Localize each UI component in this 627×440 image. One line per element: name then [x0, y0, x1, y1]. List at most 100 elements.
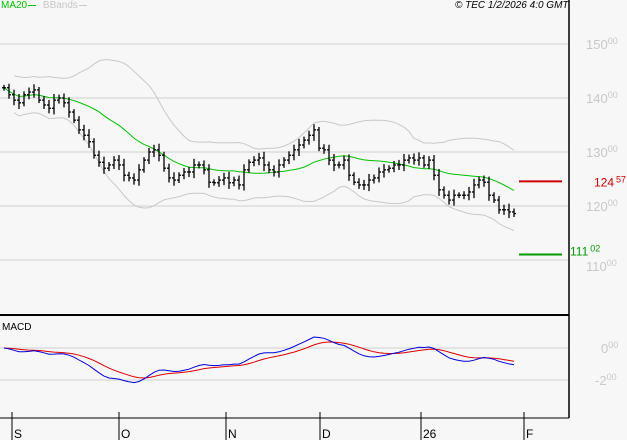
ohlc-bar: [502, 204, 506, 215]
ohlc-bar: [52, 94, 56, 115]
ohlc-bar: [67, 97, 71, 118]
ohlc-bar: [2, 84, 6, 91]
x-tick-label: N: [228, 427, 237, 440]
ohlc-bar: [417, 152, 421, 166]
ohlc-bar: [387, 165, 391, 173]
ohlc-bar: [492, 192, 496, 203]
ohlc-bar: [197, 161, 201, 169]
ohlc-bar: [407, 154, 411, 164]
ohlc-bar: [27, 87, 31, 100]
ohlc-bar: [327, 144, 331, 166]
ohlc-bar: [397, 159, 401, 171]
ohlc-bar: [317, 126, 321, 152]
ohlc-bar: [22, 91, 26, 107]
ohlc-bar: [147, 148, 151, 165]
ohlc-bar: [307, 130, 311, 145]
ohlc-bar: [322, 144, 326, 154]
ohlc-bar: [412, 153, 416, 165]
ohlc-bar: [112, 156, 116, 169]
macd-line: [3, 336, 515, 384]
ohlc-bar: [402, 153, 406, 172]
ohlc-bar: [252, 156, 256, 167]
ohlc-bar: [382, 164, 386, 178]
x-tick-label: F: [526, 427, 533, 440]
macd-label: MACD: [2, 322, 32, 333]
ohlc-bar: [72, 109, 76, 124]
ohlc-bar: [447, 190, 451, 205]
ohlc-bar: [57, 94, 61, 104]
y-tick-label: 14000: [586, 90, 618, 106]
ohlc-bar: [432, 155, 436, 181]
x-tick-label: O: [121, 427, 130, 440]
ohlc-bar: [467, 186, 471, 201]
ohlc-bar: [107, 162, 111, 172]
y-tick-label: 11000: [586, 258, 617, 274]
ohlc-bar: [337, 161, 341, 169]
ohlc-bar: [202, 160, 206, 175]
legend-ma20-swatch: [28, 4, 37, 6]
ohlc-bar: [97, 150, 101, 167]
level-label: 124 57: [594, 174, 626, 189]
ohlc-bar: [152, 144, 156, 158]
ohlc-bar: [167, 163, 171, 183]
ohlc-bar: [392, 160, 396, 173]
y-tick-label: 13000: [586, 144, 618, 160]
ohlc-bar: [457, 192, 461, 199]
ohlc-bar: [462, 191, 466, 200]
ohlc-bar: [487, 176, 491, 201]
ohlc-bar: [177, 172, 181, 183]
ohlc-bar: [427, 156, 431, 169]
ohlc-bar: [207, 164, 211, 188]
ohlc-bar: [127, 171, 131, 182]
y-tick-label: 15000: [586, 36, 618, 52]
ohlc-bar: [292, 144, 296, 161]
ohlc-bar: [507, 203, 511, 219]
ohlc-bar: [437, 169, 441, 196]
ohlc-bar: [117, 155, 121, 171]
ohlc-bar: [262, 151, 266, 172]
ohlc-bar: [422, 155, 426, 168]
x-tick-label: 26: [423, 427, 437, 440]
ohlc-bar: [497, 196, 501, 214]
ohlc-bar: [282, 157, 286, 168]
legend: MA20 BBands: [1, 0, 87, 11]
ohlc-bar: [92, 138, 96, 159]
y-tick-label: 12000: [586, 198, 618, 214]
ohlc-bar: [227, 171, 231, 189]
ohlc-bar: [32, 84, 36, 98]
ohlc-bar: [372, 174, 376, 184]
ohlc-bar: [122, 158, 126, 182]
macd-signal-line: [3, 341, 515, 379]
ohlc-bar: [342, 155, 346, 170]
ohlc-bar: [237, 175, 241, 190]
x-tick-label: S: [14, 427, 22, 440]
level-label: 111 02: [570, 243, 600, 258]
ohlc-bar: [482, 175, 486, 187]
ohlc-bar: [37, 86, 41, 104]
ohlc-bar: [277, 159, 281, 178]
ohlc-bar: [367, 173, 371, 192]
ohlc-bar: [287, 151, 291, 165]
ohlc-bar: [377, 167, 381, 183]
ohlc-bar: [472, 178, 476, 199]
ohlc-bar: [12, 89, 16, 106]
ohlc-bar: [87, 129, 91, 148]
ohlc-bar: [222, 172, 226, 186]
ohlc-bar: [362, 179, 366, 191]
ohlc-bar: [242, 164, 246, 191]
macd-y-tick-label: -200: [595, 372, 617, 388]
ohlc-bar: [217, 176, 221, 187]
legend-ma20-label: MA20: [1, 0, 28, 11]
ohlc-bar: [142, 157, 146, 173]
ohlc-bar: [442, 186, 446, 199]
ohlc-bar: [267, 161, 271, 174]
ohlc-bar: [162, 151, 166, 172]
ohlc-bar: [137, 164, 141, 186]
ohlc-bar: [512, 208, 516, 218]
ohlc-bar: [302, 136, 306, 149]
ohlc-bar: [157, 143, 161, 162]
ohlc-bar: [47, 99, 51, 114]
ohlc-bar: [77, 116, 81, 134]
ohlc-bar: [7, 83, 11, 99]
